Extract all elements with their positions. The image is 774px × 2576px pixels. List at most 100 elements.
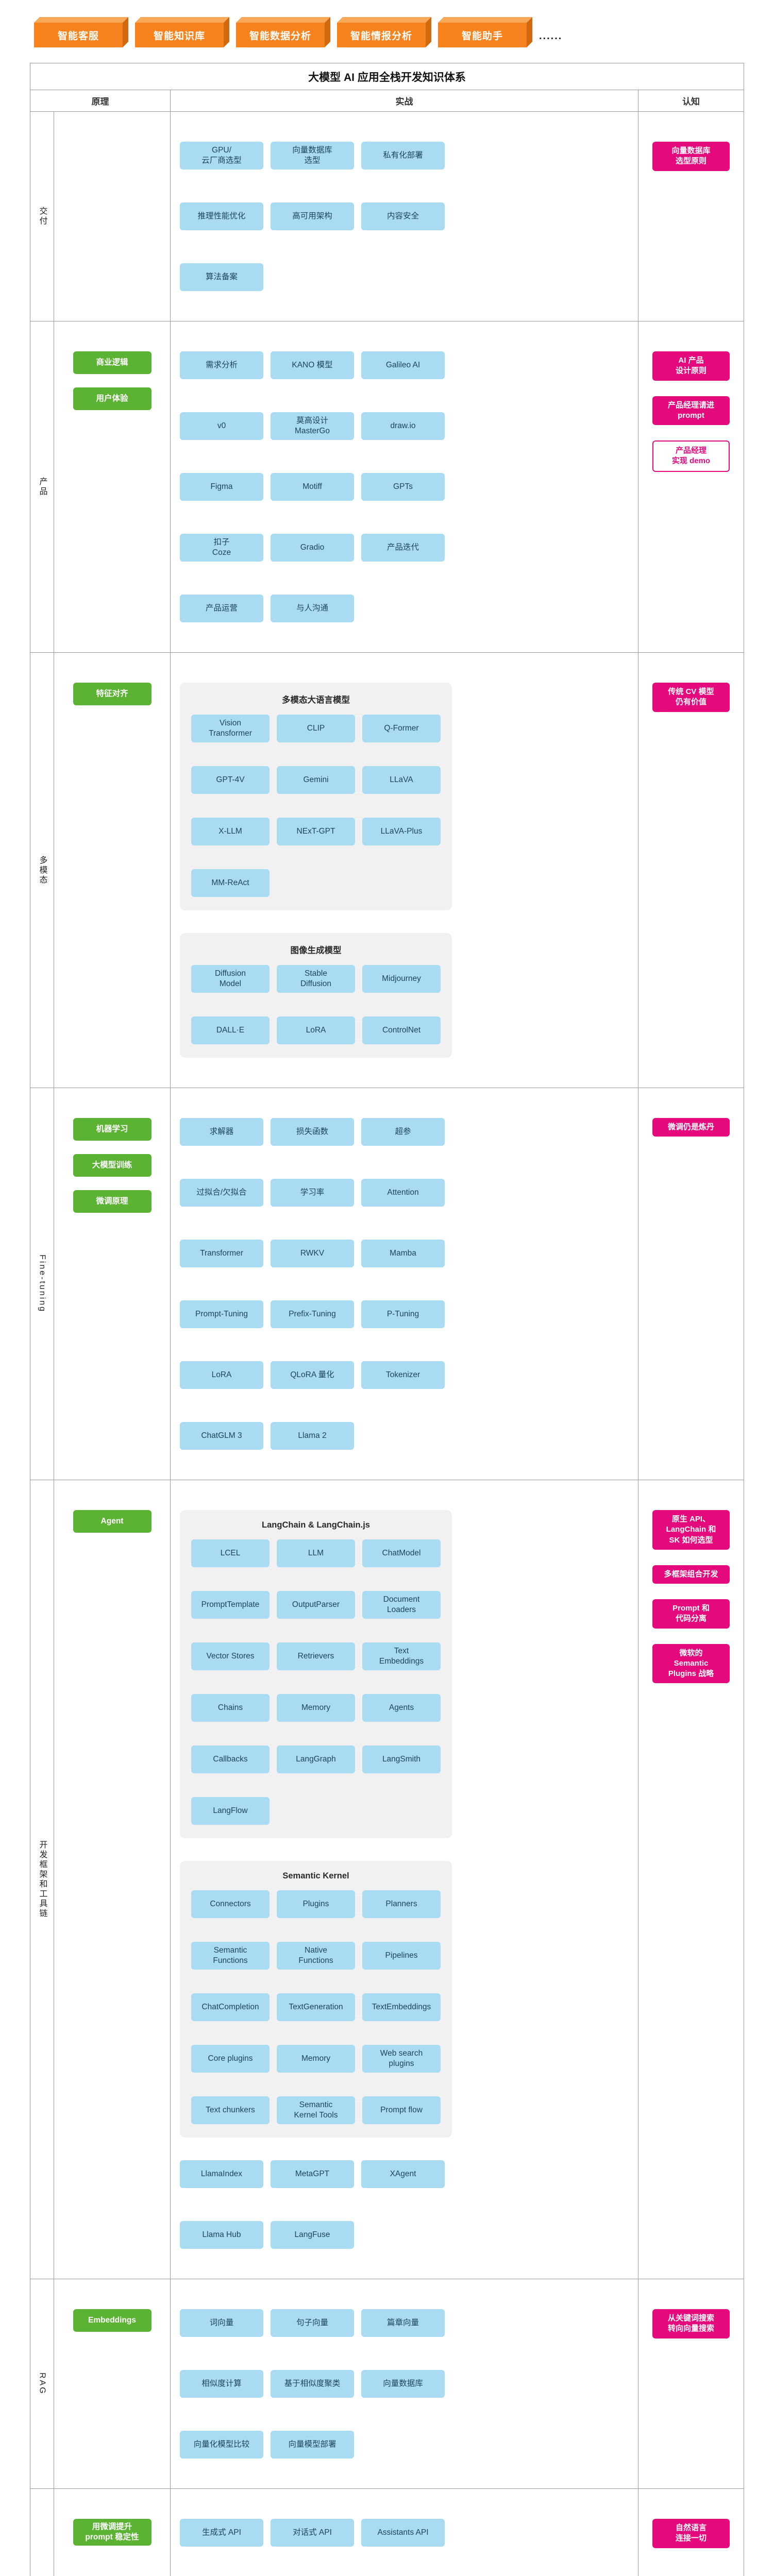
row-label: Fine-tuning <box>38 1255 47 1313</box>
table-section: 交付 GPU/ 云厂商选型 向量数据库 选型 私有化部署 推理性能优化 高可用架构 内容安全… <box>30 112 744 321</box>
practice-row: Core plugins Memory Web search plugins <box>191 2045 441 2073</box>
practice-item: GPTs <box>361 473 445 501</box>
practice-item: LangFlow <box>191 1797 270 1825</box>
principle-item: 用微调提升 prompt 稳定性 <box>73 2519 152 2546</box>
practice-item: Planners <box>362 1890 441 1918</box>
practice-row: Semantic Functions Native Functions Pipeli… <box>191 1942 441 1970</box>
practice-item: TextGeneration <box>277 1993 355 2021</box>
practice-item: NExT-GPT <box>277 818 355 845</box>
practice-item: Chains <box>191 1694 270 1722</box>
row-label-cell: 交付 <box>30 112 54 321</box>
practice-row: 词向量 句子向量 篇章向量 <box>180 2309 445 2337</box>
practice-item: Native Functions <box>277 1942 355 1970</box>
practice-item: 扣子 Coze <box>180 534 263 562</box>
practice-item: Agents <box>362 1694 441 1722</box>
practice-item: Galileo AI <box>361 351 445 379</box>
practice-item: Gemini <box>277 766 355 794</box>
table-section: RAG Embeddings 词向量 句子向量 篇章向量 相似度计算 基于相似度聚类 向量数据… <box>30 2279 744 2489</box>
principle-item: 微调原理 <box>73 1190 152 1213</box>
practice-row: 推理性能优化 高可用架构 内容安全 <box>180 202 445 230</box>
table-section: Fine-tuning 机器学习 大模型训练 微调原理 求解器 损失函数 超参 过拟合/欠拟合… <box>30 1088 744 1480</box>
practice-item: Transformer <box>180 1240 263 1267</box>
practice-item: 基于相似度聚类 <box>271 2370 354 2398</box>
practice-item: 学习率 <box>271 1179 354 1207</box>
practice-column: LangChain & LangChain.js LCEL LLM ChatModel… <box>171 1480 638 2279</box>
practice-column: 求解器 损失函数 超参 过拟合/欠拟合 学习率 Attention Transformer R… <box>171 1088 638 1480</box>
practice-item: 向量数据库 <box>361 2370 445 2398</box>
practice-item: Core plugins <box>191 2045 270 2073</box>
practice-item: ChatModel <box>362 1539 441 1567</box>
cognition-item: 微软的 Semantic Plugins 战略 <box>652 1643 730 1684</box>
principle-column: Agent <box>54 1480 171 2279</box>
practice-item: LCEL <box>191 1539 270 1567</box>
practice-item: 过拟合/欠拟合 <box>180 1179 263 1207</box>
banner-more-dots: ...... <box>539 30 563 42</box>
table-section: 开发框架和工具链 Agent LangChain & LangChain.js LCE… <box>30 1480 744 2279</box>
practice-item: LLM <box>277 1539 355 1567</box>
practice-group-title: 多模态大语言模型 <box>282 696 350 705</box>
practice-group: 图像生成模型 Diffusion Model Stable Diffusion Mid… <box>180 933 452 1058</box>
practice-item: 向量数据库 选型 <box>271 142 354 170</box>
row-label: 产品 <box>38 477 47 497</box>
banner-cube: 智能情报分析 <box>337 23 426 47</box>
banner-cube: 智能助手 <box>438 23 527 47</box>
practice-item: Tokenizer <box>361 1361 445 1389</box>
practice-item: Memory <box>277 1694 355 1722</box>
practice-row: GPU/ 云厂商选型 向量数据库 选型 私有化部署 <box>180 142 445 170</box>
practice-item: LLaVA <box>362 766 441 794</box>
practice-row: Chains Memory Agents <box>191 1694 441 1722</box>
practice-row: Diffusion Model Stable Diffusion Midjourne… <box>191 965 441 993</box>
practice-item: 莫高设计 MasterGo <box>271 412 354 440</box>
practice-row: LangFlow <box>191 1797 441 1825</box>
practice-item: 生成式 API <box>180 2519 263 2547</box>
practice-rows: GPU/ 云厂商选型 向量数据库 选型 私有化部署 推理性能优化 高可用架构 内容安全 算法… <box>180 142 445 291</box>
practice-row: Callbacks LangGraph LangSmith <box>191 1745 441 1773</box>
practice-item: Q-Former <box>362 715 441 742</box>
practice-item: Plugins <box>277 1890 355 1918</box>
practice-item: 产品迭代 <box>361 534 445 562</box>
practice-row: ChatCompletion TextGeneration TextEmbeddin… <box>191 1993 441 2021</box>
practice-item: 向量化模型比较 <box>180 2431 263 2459</box>
practice-group-rows: Diffusion Model Stable Diffusion Midjourne… <box>191 965 441 1044</box>
principle-item: Agent <box>73 1510 152 1533</box>
cognition-item: 自然语言 连接一切 <box>652 2519 730 2548</box>
practice-item: P-Tuning <box>361 1300 445 1328</box>
practice-row: 相似度计算 基于相似度聚类 向量数据库 <box>180 2370 445 2398</box>
practice-item: LoRA <box>277 1016 355 1044</box>
practice-item: LangFuse <box>271 2221 354 2249</box>
practice-row: Vision Transformer CLIP Q-Former <box>191 715 441 742</box>
banner-cube-label: 智能助手 <box>461 30 503 42</box>
row-label-cell: RAG <box>30 2279 54 2488</box>
practice-item: Vector Stores <box>191 1642 270 1670</box>
practice-item: Memory <box>277 2045 355 2073</box>
banner-cube: 智能客服 <box>34 23 123 47</box>
practice-item: 私有化部署 <box>361 142 445 170</box>
practice-row: 产品运营 与人沟通 <box>180 595 445 622</box>
practice-row: Connectors Plugins Planners <box>191 1890 441 1918</box>
principle-item: 大模型训练 <box>73 1154 152 1177</box>
practice-item: 词向量 <box>180 2309 263 2337</box>
practice-item: Llama Hub <box>180 2221 263 2249</box>
practice-item: Connectors <box>191 1890 270 1918</box>
banner-cube-label: 智能情报分析 <box>350 30 412 42</box>
table-title: 大模型 AI 应用全栈开发知识体系 <box>30 63 744 90</box>
practice-row: LoRA QLoRA 量化 Tokenizer <box>180 1361 445 1389</box>
practice-item: Prompt-Tuning <box>180 1300 263 1328</box>
practice-row: ChatGLM 3 Llama 2 <box>180 1422 445 1450</box>
cognition-item: Prompt 和 代码分离 <box>652 1599 730 1629</box>
cognition-item: 从关键词搜索 转向向量搜索 <box>652 2309 730 2338</box>
row-label-cell: Fine-tuning <box>30 1088 54 1480</box>
practice-row: v0 莫高设计 MasterGo draw.io <box>180 412 445 440</box>
header-practice: 实战 <box>171 90 638 111</box>
banner-cube-label: 智能知识库 <box>153 30 205 42</box>
principle-item: Embeddings <box>73 2309 152 2332</box>
practice-row: Transformer RWKV Mamba <box>180 1240 445 1267</box>
practice-item: 向量模型部署 <box>271 2431 354 2459</box>
row-label-cell: API <box>30 2489 54 2576</box>
practice-rows: 求解器 损失函数 超参 过拟合/欠拟合 学习率 Attention Transformer R… <box>180 1118 445 1450</box>
principle-column <box>54 112 171 321</box>
cognition-item: 向量数据库 选型原则 <box>652 142 730 171</box>
practice-item: 内容安全 <box>361 202 445 230</box>
table-section: API 用微调提升 prompt 稳定性 生成式 API 对话式 APIAssista… <box>30 2489 744 2576</box>
practice-item: Llama 2 <box>271 1422 354 1450</box>
